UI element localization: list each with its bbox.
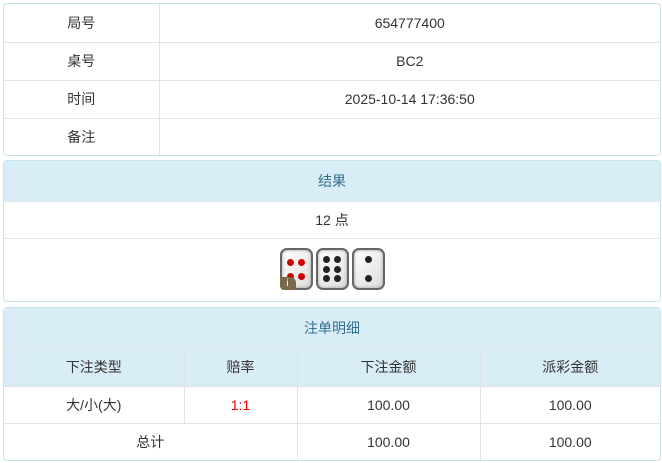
die-6-icon bbox=[315, 248, 349, 291]
pip bbox=[364, 256, 372, 264]
label: 时间 bbox=[4, 79, 160, 119]
bet-detail-panel: 注单明细 下注类型 赔率 下注金额 派彩金额 大/小(大) 1:1 100.00… bbox=[3, 307, 661, 461]
total-row: 总计 100.00 100.00 bbox=[4, 422, 660, 460]
bet-amount: 100.00 bbox=[296, 385, 481, 424]
table-row: 大/小(大) 1:1 100.00 100.00 bbox=[4, 385, 660, 424]
label: 备注 bbox=[4, 117, 160, 155]
pip bbox=[323, 256, 331, 264]
remark-value bbox=[158, 117, 660, 155]
header-odds: 赔率 bbox=[183, 347, 298, 387]
pip bbox=[323, 275, 331, 283]
header-bet-type: 下注类型 bbox=[4, 347, 185, 387]
bet-type: 大/小(大) bbox=[4, 385, 185, 424]
result-panel: 结果 12 点 i bbox=[3, 160, 661, 302]
info-row-table: 桌号 BC2 bbox=[4, 41, 660, 81]
pip bbox=[323, 265, 331, 273]
info-icon[interactable]: i bbox=[279, 277, 296, 291]
total-label: 总计 bbox=[4, 422, 298, 460]
pip bbox=[364, 275, 372, 283]
pip bbox=[333, 265, 341, 273]
label: 局号 bbox=[4, 4, 160, 43]
dice-group: i bbox=[279, 248, 385, 291]
pip bbox=[333, 275, 341, 283]
total-payout: 100.00 bbox=[479, 422, 660, 460]
die-2-icon bbox=[351, 248, 385, 291]
info-row-remark: 备注 bbox=[4, 117, 660, 155]
dice-cell: i bbox=[4, 237, 660, 300]
round-number: 654777400 bbox=[158, 4, 660, 43]
result-title: 结果 bbox=[4, 161, 660, 202]
pip bbox=[287, 272, 295, 280]
table-header: 下注类型 赔率 下注金额 派彩金额 bbox=[4, 347, 660, 387]
time-value: 2025-10-14 17:36:50 bbox=[158, 79, 660, 119]
total-amount: 100.00 bbox=[296, 422, 481, 460]
payout: 100.00 bbox=[479, 385, 660, 424]
result-points: 12 点 bbox=[4, 200, 660, 239]
label: 桌号 bbox=[4, 41, 160, 81]
table-number: BC2 bbox=[158, 41, 660, 81]
info-row-round: 局号 654777400 bbox=[4, 4, 660, 43]
pip bbox=[287, 258, 295, 266]
pip bbox=[297, 272, 305, 280]
odds: 1:1 bbox=[183, 385, 298, 424]
header-bet-amount: 下注金额 bbox=[296, 347, 481, 387]
round-info-panel: 局号 654777400 桌号 BC2 时间 2025-10-14 17:36:50 … bbox=[3, 3, 661, 156]
pip bbox=[297, 258, 305, 266]
bet-detail-title: 注单明细 bbox=[4, 308, 660, 349]
info-row-time: 时间 2025-10-14 17:36:50 bbox=[4, 79, 660, 119]
header-payout: 派彩金额 bbox=[479, 347, 660, 387]
pip bbox=[333, 256, 341, 264]
